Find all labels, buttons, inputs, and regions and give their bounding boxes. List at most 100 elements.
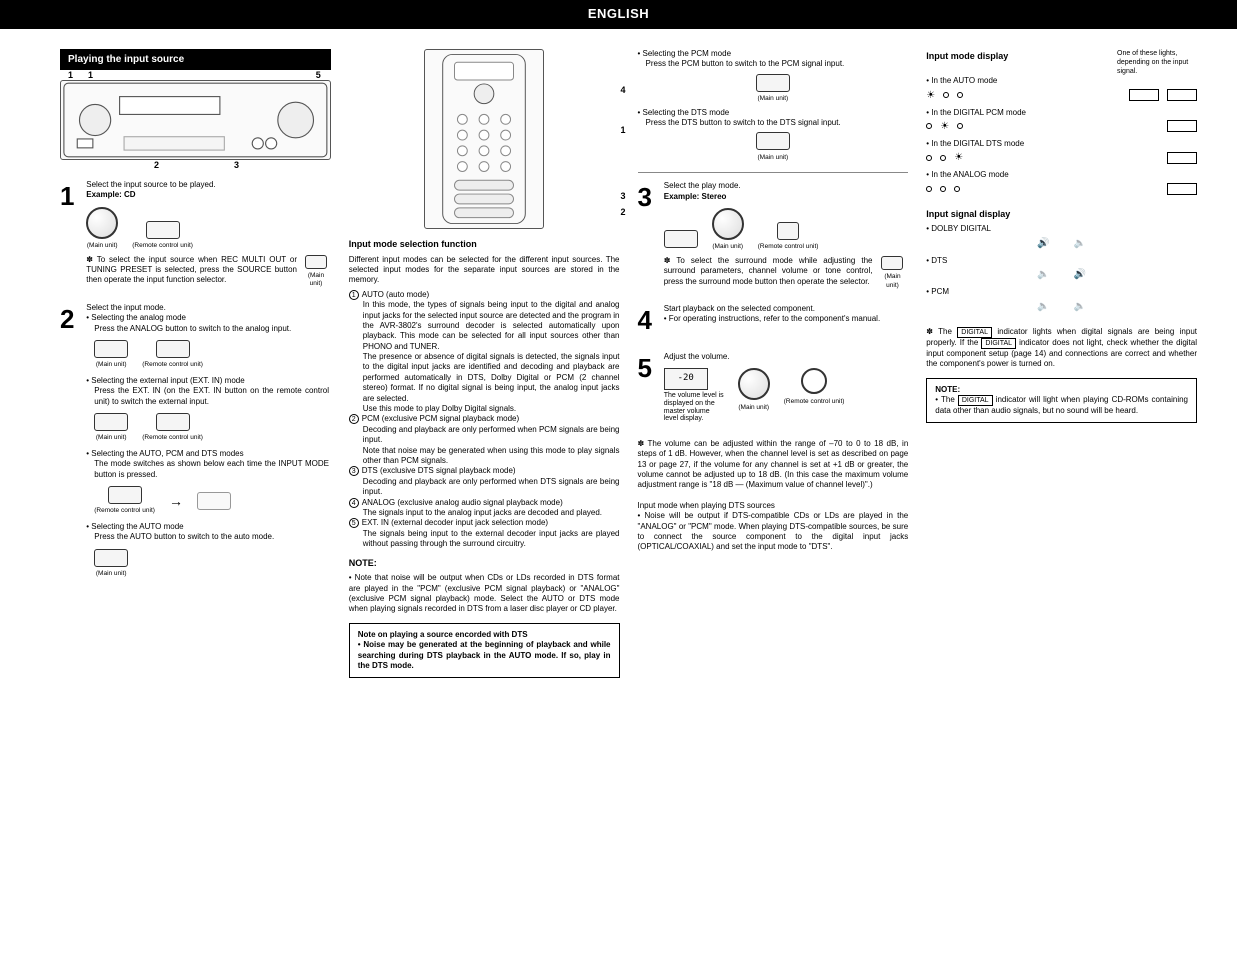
step2-auto2-t: Press the AUTO button to switch to the a… [86, 532, 329, 542]
analog-btn-icon [94, 340, 128, 358]
digital-pill-1: DIGITAL [957, 327, 992, 338]
step-4: 4 Start playback on the selected compone… [638, 304, 909, 338]
m5-h: EXT. IN (external decoder input jack sel… [362, 518, 548, 527]
vol-remote: (Remote control unit) [784, 368, 845, 406]
note-p: • Note that noise will be output when CD… [349, 573, 620, 615]
s2-analog-remote: (Remote control unit) [142, 340, 203, 370]
source-button-icon [305, 255, 327, 269]
s3-side-icon: (Main unit) [878, 256, 906, 290]
vol-note: ✽ The volume can be adjusted within the … [638, 439, 909, 491]
digital-pill-3: DIGITAL [958, 395, 993, 406]
led-icon3 [926, 123, 932, 129]
m1-p1: In this mode, the types of signals being… [349, 300, 620, 352]
callout-5: 5 [316, 70, 321, 82]
s3-knob-main: (Main unit) [712, 208, 744, 252]
mode-ddts-label: • In the DIGITAL DTS mode [926, 139, 1197, 149]
led-icon8 [940, 186, 946, 192]
s2-analog-main: (Main unit) [94, 340, 128, 370]
s2-auto-remote: (Remote control unit) [94, 486, 155, 516]
mode-1: 1AUTO (auto mode) [349, 290, 620, 300]
surround-remote-icon [777, 222, 799, 240]
r-callout-4: 4 [620, 85, 625, 97]
mode-ddts-row: ☀ [926, 151, 1197, 164]
step-3: 3 Select the play mode. Example: Stereo … [638, 181, 909, 290]
front-panel-svg [61, 81, 330, 159]
sig-pcm: • PCM [926, 287, 1197, 297]
page-content: Playing the input source 1 1 5 2 3 [0, 29, 1237, 708]
m2-p2: Note that noise may be generated when us… [349, 446, 620, 467]
col4-note-h: NOTE: [935, 385, 1188, 395]
remote-button-icon [146, 221, 180, 239]
step-2: 2 Select the input mode. • Selecting the… [60, 303, 331, 581]
step-3-ex: Example: Stereo [664, 192, 907, 202]
vol-cap: The volume level is displayed on the mas… [664, 392, 724, 423]
step-4-sub: • For operating instructions, refer to t… [664, 314, 907, 324]
imd-h: Input mode display [926, 51, 1111, 63]
column-1: Playing the input source 1 1 5 2 3 [60, 49, 331, 678]
step1-side-icon: (Main unit) [303, 255, 329, 289]
step1-remote-btn: (Remote control unit) [132, 221, 193, 251]
speaker-off-icon4: 🔈 [1074, 300, 1086, 313]
extin-btn-icon [94, 413, 128, 431]
m1-p3: Use this mode to play Dolby Digital sign… [349, 404, 620, 414]
step2-analog-t: Press the ANALOG button to switch to the… [86, 324, 329, 334]
knob-icon [86, 207, 118, 239]
step-1-text: Select the input source to be played. [86, 180, 329, 190]
mode-auto-row: ☀ [926, 89, 1197, 102]
lamp-box-icon3 [1167, 120, 1197, 132]
dts-btn-icon [756, 132, 790, 150]
mode-2: 2PCM (exclusive PCM signal playback mode… [349, 414, 620, 424]
r-callout-1: 1 [620, 125, 625, 137]
vol-knob-main: (Main unit) [738, 368, 770, 412]
step-1-example: Example: CD [86, 190, 329, 200]
s2-ext-main: (Main unit) [94, 413, 128, 443]
vol-display-col: -20 The volume level is displayed on the… [664, 368, 724, 423]
section-title: Playing the input source [60, 49, 331, 70]
step-2-number: 2 [60, 303, 84, 337]
s3-knob-remote: (Remote control unit) [758, 222, 819, 252]
column-2: 4 1 3 2 Input mode selection function Di… [349, 49, 620, 678]
dts-note-box: Note on playing a source encorded with D… [349, 623, 620, 679]
cap-main-1b: (Main unit) [303, 272, 329, 289]
pcm-btn-icon [756, 74, 790, 92]
mode-next-icon [197, 492, 231, 510]
m2-p: Decoding and playback are only performed… [349, 425, 620, 446]
mode-auto-label: • In the AUTO mode [926, 76, 1197, 86]
m5-p: The signals being input to the external … [349, 529, 620, 550]
s3-btn [664, 230, 698, 251]
cap-main-dts: (Main unit) [638, 154, 909, 162]
dts-note-h: Note on playing a source encorded with D… [358, 630, 611, 640]
remote-svg [425, 50, 543, 228]
analog-remote-icon [156, 340, 190, 358]
lamp-box-icon5 [1167, 183, 1197, 195]
dts-sel-h: • Selecting the DTS mode [638, 108, 909, 118]
callout-2: 2 [154, 160, 159, 172]
mode-5: 5EXT. IN (external decoder input jack se… [349, 518, 620, 528]
led-icon9 [954, 186, 960, 192]
input-mode-h: Input mode selection function [349, 239, 620, 251]
step1-main-knob: (Main unit) [86, 207, 118, 251]
isd-h: Input signal display [926, 209, 1197, 221]
sig-dts: • DTS [926, 256, 1197, 266]
m4-h: ANALOG (exclusive analog audio signal pl… [362, 498, 563, 507]
cap-main-1: (Main unit) [86, 242, 118, 250]
pcm-t: Press the PCM button to switch to the PC… [638, 59, 909, 69]
cap-main-4: (Main unit) [94, 570, 128, 578]
lamp-box-icon [1129, 89, 1159, 101]
led-icon7 [926, 186, 932, 192]
dts-src-p: • Noise will be output if DTS-compatible… [638, 511, 909, 553]
speaker-on-icon: 🔊 [1037, 237, 1049, 250]
step2-auto-t: The mode switches as shown below each ti… [86, 459, 329, 480]
cap-main-3: (Main unit) [94, 434, 128, 442]
dts-src-h: Input mode when playing DTS sources [638, 501, 909, 511]
step-5-number: 5 [638, 352, 662, 386]
s3-note: ✽ To select the surround mode while adju… [664, 256, 873, 290]
lamp-box-icon4 [1167, 152, 1197, 164]
step-4-number: 4 [638, 304, 662, 338]
m1-h: AUTO (auto mode) [362, 290, 429, 299]
m1-p2: The presence or absence of digital signa… [349, 352, 620, 404]
surround-knob-icon [712, 208, 744, 240]
volume-display: -20 [664, 368, 708, 390]
cap-main-2: (Main unit) [94, 361, 128, 369]
s2-auto2-main: (Main unit) [94, 549, 128, 579]
